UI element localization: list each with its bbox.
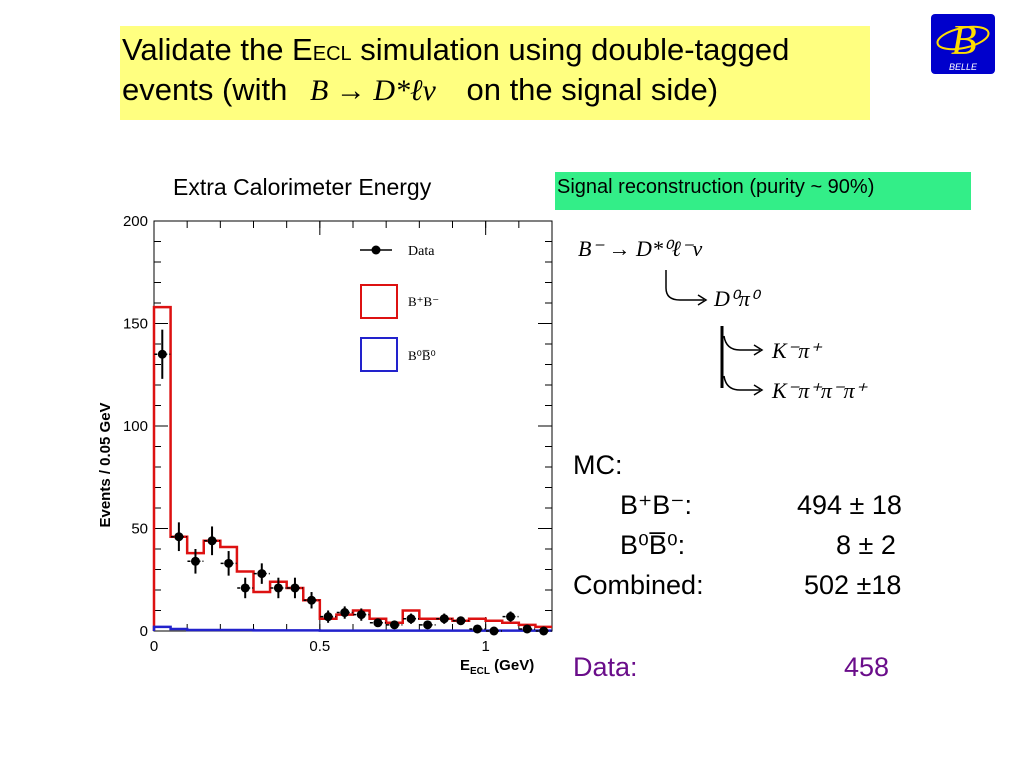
svg-text:B: B bbox=[951, 18, 977, 64]
chart-title: Extra Calorimeter Energy bbox=[173, 174, 432, 200]
x-axis-label: EECL (GeV) bbox=[460, 657, 534, 677]
title-subscript: ECL bbox=[312, 43, 352, 65]
decay-arrows bbox=[665, 270, 764, 396]
y-axis-label: Events / 0.05 GeV bbox=[97, 402, 114, 527]
bb-neutral-label: B⁰B̅⁰: bbox=[620, 530, 686, 560]
data-point bbox=[157, 349, 167, 359]
y-tick-label: 0 bbox=[140, 623, 148, 640]
title-line-2: events (with B → D*ℓν on the signal side… bbox=[122, 72, 718, 109]
title-line2-start: events (with bbox=[122, 72, 288, 107]
data-point bbox=[472, 624, 482, 634]
belle-logo-icon: B BELLE bbox=[936, 18, 990, 72]
data-point bbox=[439, 614, 449, 624]
title-math: B → D*ℓν bbox=[310, 74, 436, 107]
belle-logo: B BELLE bbox=[931, 14, 995, 74]
legend-charged-swatch bbox=[360, 284, 398, 319]
mc-label: MC: bbox=[573, 450, 623, 480]
title-rest: simulation using double-tagged bbox=[351, 32, 790, 67]
legend-neutral-swatch bbox=[360, 337, 398, 372]
data-point bbox=[522, 624, 532, 634]
histogram-b0-b0bar bbox=[152, 625, 552, 632]
data-point bbox=[323, 612, 333, 622]
decay-mode-2: K⁻π⁺π⁻π⁺ bbox=[772, 378, 867, 403]
data-point bbox=[373, 618, 383, 628]
title-prefix: Validate the E bbox=[122, 32, 313, 67]
decay-mode-1: K⁻π⁺ bbox=[772, 338, 821, 363]
legend-data-marker bbox=[371, 245, 381, 255]
bb-charged-label: B⁺B⁻: bbox=[620, 490, 693, 520]
decay-arrow-1 bbox=[665, 270, 704, 301]
legend-charged-label: B⁺B⁻ bbox=[408, 294, 439, 309]
legend-neutral-label: B⁰B̅⁰ bbox=[408, 348, 436, 363]
signal-reconstruction-box: Signal reconstruction (purity ~ 90%) bbox=[555, 172, 971, 210]
data-point bbox=[240, 583, 250, 593]
histogram-bplus-bminus bbox=[152, 305, 552, 631]
x-tick-label: 1 bbox=[481, 638, 489, 655]
data-point bbox=[290, 583, 300, 593]
data-value: 458 bbox=[844, 652, 890, 682]
decay-arrow-2 bbox=[723, 335, 760, 351]
data-point bbox=[389, 620, 399, 630]
title-line-1: Validate the EECL simulation using doubl… bbox=[122, 32, 789, 72]
data-point bbox=[456, 616, 466, 626]
combined-label: Combined: bbox=[573, 570, 704, 600]
data-point bbox=[174, 532, 184, 542]
bb-neutral-value: 8 ± 2 bbox=[836, 530, 896, 560]
data-point bbox=[356, 610, 366, 620]
x-tick-label: 0 bbox=[150, 638, 158, 655]
histogram-chart: 0 50 100 150 200 0 0.5 1 Data B⁺B⁻ B⁰B̅⁰ Events /… bbox=[97, 213, 553, 677]
data-point bbox=[190, 556, 200, 566]
y-tick-label: 100 bbox=[123, 418, 148, 435]
data-point bbox=[506, 612, 516, 622]
data-point bbox=[273, 583, 283, 593]
y-tick-label: 150 bbox=[123, 316, 148, 333]
y-tick-label: 50 bbox=[131, 521, 148, 538]
data-label: Data: bbox=[573, 652, 638, 682]
data-point bbox=[423, 620, 433, 630]
data-point bbox=[224, 558, 234, 568]
legend-data-label: Data bbox=[408, 244, 435, 259]
decay-mid: D⁰π⁰ bbox=[714, 286, 759, 311]
bb-charged-value: 494 ± 18 bbox=[797, 490, 902, 520]
logo-text: BELLE bbox=[949, 62, 978, 72]
decay-top: B⁻ → D*⁰ℓ⁻ν bbox=[578, 236, 703, 261]
title-line2-end: on the signal side) bbox=[466, 72, 719, 107]
data-point bbox=[489, 626, 499, 636]
data-point bbox=[307, 595, 317, 605]
decay-arrow-3 bbox=[723, 375, 760, 391]
data-point bbox=[539, 626, 549, 636]
plot-frame bbox=[153, 220, 553, 632]
data-point bbox=[340, 608, 350, 618]
signal-reconstruction-label: Signal reconstruction (purity ~ 90%) bbox=[557, 176, 875, 198]
data-point bbox=[207, 536, 217, 546]
y-tick-label: 200 bbox=[123, 213, 148, 230]
combined-value: 502 ±18 bbox=[804, 570, 902, 600]
title-box: Validate the EECL simulation using doubl… bbox=[120, 26, 870, 120]
x-tick-label: 0.5 bbox=[309, 638, 330, 655]
data-point bbox=[406, 614, 416, 624]
data-point bbox=[257, 569, 267, 579]
